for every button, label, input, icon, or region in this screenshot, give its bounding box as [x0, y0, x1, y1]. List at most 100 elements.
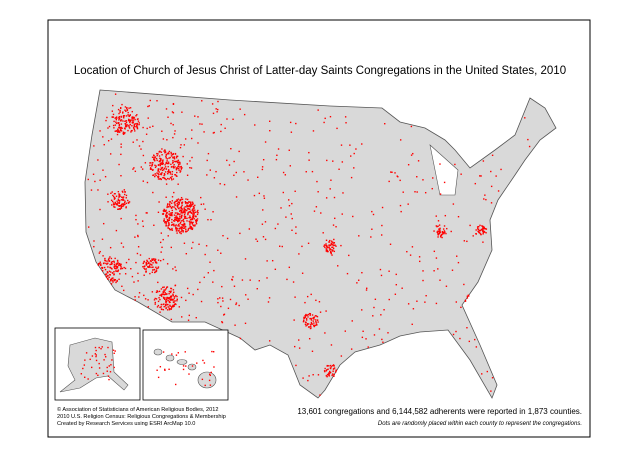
dot	[117, 198, 120, 200]
dot	[113, 198, 116, 200]
dot	[142, 180, 144, 182]
dot	[258, 192, 261, 195]
dot	[172, 166, 175, 169]
dot	[127, 111, 129, 114]
dot	[233, 160, 235, 163]
dot	[306, 323, 309, 325]
dot	[335, 226, 337, 228]
dot	[304, 301, 306, 304]
dot	[361, 143, 363, 145]
dot	[113, 261, 115, 263]
dot	[106, 370, 108, 372]
dot	[168, 216, 171, 219]
dot	[111, 116, 114, 118]
dot	[350, 348, 353, 350]
dot	[195, 317, 197, 319]
dot	[204, 253, 206, 256]
dot	[338, 168, 340, 170]
dot	[452, 333, 455, 336]
dot	[223, 183, 226, 186]
dot	[118, 125, 121, 127]
dot	[298, 347, 301, 349]
dot	[129, 121, 131, 124]
dot	[113, 352, 115, 354]
dot	[373, 334, 376, 336]
dot	[190, 167, 193, 169]
dot	[132, 118, 134, 120]
dot	[438, 228, 440, 230]
dot	[111, 204, 113, 206]
dot	[332, 244, 334, 246]
dot	[331, 254, 333, 256]
dot	[313, 316, 316, 318]
dot	[99, 261, 101, 263]
dot	[175, 216, 177, 219]
dot	[247, 179, 249, 181]
dot	[190, 226, 192, 228]
dot	[160, 232, 163, 234]
dot	[165, 183, 168, 185]
dot	[460, 173, 462, 175]
dot	[128, 115, 131, 118]
dot	[165, 288, 167, 290]
dot	[177, 198, 180, 200]
dot	[169, 291, 172, 294]
dot	[160, 163, 163, 165]
dot	[157, 376, 160, 379]
dot	[116, 259, 119, 262]
dot	[281, 245, 283, 248]
dot	[316, 180, 318, 183]
dot	[114, 197, 116, 200]
dot	[136, 139, 138, 141]
dot	[149, 263, 151, 265]
dot	[132, 116, 134, 119]
dot	[482, 229, 484, 231]
dot	[328, 373, 330, 375]
dot	[276, 154, 278, 157]
dot	[95, 359, 98, 362]
dot	[165, 223, 167, 225]
dot	[282, 191, 285, 194]
dot	[122, 131, 125, 133]
dot	[116, 130, 118, 132]
dot	[437, 220, 440, 222]
dot	[124, 203, 126, 206]
dot	[134, 299, 136, 301]
dot	[162, 351, 165, 353]
dot	[330, 240, 333, 242]
dot	[166, 220, 169, 222]
dot	[333, 365, 335, 367]
dot	[137, 223, 139, 225]
dot	[222, 234, 224, 237]
dot	[138, 292, 141, 294]
dot	[226, 159, 228, 162]
dot	[160, 159, 162, 161]
dot	[416, 176, 418, 178]
dot	[153, 259, 155, 262]
dot	[173, 305, 175, 307]
dot	[173, 220, 176, 222]
dot	[186, 208, 189, 210]
dot	[312, 320, 315, 322]
dot	[435, 302, 438, 305]
dot	[119, 107, 122, 110]
dot	[443, 230, 446, 232]
dot	[108, 365, 110, 367]
dot	[122, 132, 124, 135]
dot	[313, 325, 315, 327]
dot	[124, 200, 126, 202]
dot	[155, 165, 157, 167]
dot	[291, 229, 293, 231]
dot	[424, 301, 426, 303]
dot	[381, 338, 383, 341]
dot	[115, 281, 117, 284]
dot	[160, 251, 162, 253]
dot	[116, 266, 119, 269]
dot	[127, 199, 129, 202]
dot	[162, 291, 165, 294]
dot	[122, 198, 124, 200]
dot	[125, 197, 127, 199]
dot	[294, 296, 296, 298]
dot	[384, 122, 386, 125]
dot	[110, 199, 113, 201]
